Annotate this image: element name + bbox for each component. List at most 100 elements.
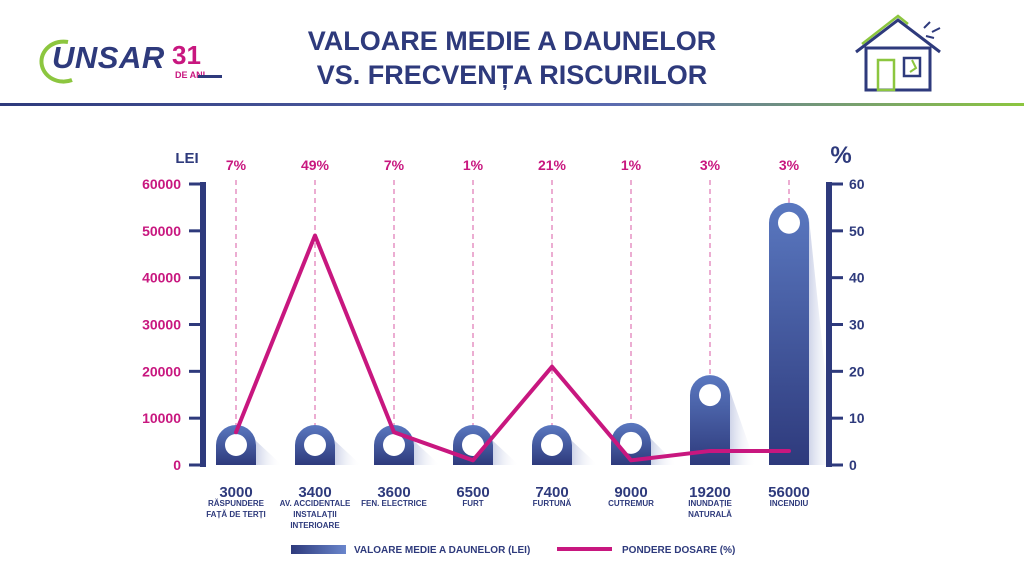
- header-divider: [0, 103, 1024, 106]
- pondere-point: [629, 458, 633, 462]
- bar-cap-circle: [699, 384, 721, 407]
- logo-anniversary-number: 31: [172, 40, 201, 70]
- left-tick-label: 0: [173, 457, 181, 473]
- legend-bar-swatch: [291, 545, 346, 554]
- bar-value-label: 56000: [768, 484, 810, 501]
- right-tick-mark: [831, 276, 843, 280]
- pondere-value-label: 3%: [700, 157, 721, 173]
- pondere-value-label: 7%: [226, 157, 247, 173]
- bar-value-label: 9000: [614, 484, 647, 501]
- pondere-point: [550, 365, 554, 369]
- left-tick-label: 20000: [142, 363, 181, 379]
- left-tick-mark: [189, 182, 201, 186]
- header: UNSAR 31 DE ANI VALOARE MEDIE A DAUNELOR…: [0, 0, 1024, 106]
- pondere-point: [471, 458, 475, 462]
- bar-cap-circle: [541, 434, 563, 456]
- pondere-value-label: 21%: [538, 157, 567, 173]
- logo-anniversary-suffix: DE ANI: [175, 70, 206, 80]
- category-label: INCENDIU: [770, 499, 809, 508]
- category-label: FEN. ELECTRICE: [361, 499, 427, 508]
- pondere-point: [708, 449, 712, 453]
- bar-value-label: 3400: [298, 484, 331, 501]
- legend-bar-label: VALOARE MEDIE A DAUNELOR (LEI): [354, 545, 530, 556]
- right-tick-mark: [831, 416, 843, 420]
- pondere-point: [787, 449, 791, 453]
- pondere-point: [392, 430, 396, 434]
- pondere-value-label: 7%: [384, 157, 405, 173]
- left-tick-mark: [189, 276, 201, 280]
- pondere-value-label: 1%: [621, 157, 642, 173]
- left-tick-mark: [189, 416, 201, 420]
- bar-cap-circle: [462, 434, 484, 456]
- unsar-logo: UNSAR 31 DE ANI: [38, 36, 228, 86]
- category-label: RĂSPUNDERE: [208, 499, 265, 508]
- legend-line-label: PONDERE DOSARE (%): [622, 545, 735, 556]
- bar-shadow: [256, 441, 282, 465]
- category-label: INTERIOARE: [290, 521, 340, 530]
- category-label: FURT: [462, 499, 483, 508]
- bar-cap-circle: [225, 434, 247, 456]
- pondere-line: [234, 233, 791, 463]
- bar-cap-circle: [620, 431, 642, 454]
- bar-shadow: [414, 441, 440, 465]
- right-tick-mark: [831, 369, 843, 373]
- right-tick-mark: [831, 463, 843, 467]
- left-tick-label: 60000: [142, 176, 181, 192]
- bar-shadow: [730, 391, 756, 465]
- bar-shadow: [493, 441, 519, 465]
- category-label: FURTUNĂ: [533, 499, 572, 508]
- left-tick-mark: [189, 369, 201, 373]
- pondere-value-label: 1%: [463, 157, 484, 173]
- left-tick-label: 40000: [142, 270, 181, 286]
- left-tick-mark: [189, 463, 201, 467]
- category-label: INSTALAȚII: [293, 510, 336, 519]
- category-label: NATURALĂ: [688, 510, 732, 519]
- house-damage-icon: [855, 14, 941, 92]
- category-label: FAȚĂ DE TERȚI: [206, 510, 266, 519]
- left-tick-mark: [189, 323, 201, 326]
- left-axis-label: LEI: [175, 150, 198, 167]
- right-tick-mark: [831, 323, 843, 326]
- category-label: AV. ACCIDENTALE: [280, 499, 351, 508]
- legend-line-swatch: [557, 547, 612, 551]
- right-tick-mark: [831, 182, 843, 186]
- right-tick-label: 50: [849, 223, 865, 239]
- right-tick-label: 0: [849, 457, 857, 473]
- bar-shadow: [651, 438, 677, 465]
- logo-underline-icon: [198, 75, 222, 78]
- bar-value-label: 3600: [377, 484, 410, 501]
- right-tick-label: 20: [849, 363, 865, 379]
- right-tick-label: 30: [849, 317, 865, 333]
- pondere-value-label: 49%: [301, 157, 330, 173]
- bar-cap-circle: [304, 434, 326, 456]
- right-tick-label: 10: [849, 410, 865, 426]
- right-tick-label: 40: [849, 270, 865, 286]
- right-axis-line: [826, 182, 832, 467]
- bar-value-label: 3000: [219, 484, 252, 501]
- title-line-1: VALOARE MEDIE A DAUNELOR: [307, 26, 717, 56]
- left-tick-label: 10000: [142, 410, 181, 426]
- left-axis-line: [200, 182, 206, 467]
- bar-value-label: 6500: [456, 484, 489, 501]
- bar-value-label: 7400: [535, 484, 568, 501]
- title-line-2: VS. FRECVENȚA RISCURILOR: [316, 60, 708, 90]
- bar-shadow: [335, 441, 361, 465]
- left-tick-mark: [189, 229, 201, 233]
- right-axis-label: %: [830, 142, 851, 169]
- right-tick-label: 60: [849, 176, 865, 192]
- left-tick-label: 50000: [142, 223, 181, 239]
- bar-cap-circle: [383, 434, 405, 456]
- category-label: CUTREMUR: [608, 499, 654, 508]
- right-tick-mark: [831, 229, 843, 233]
- pondere-point: [234, 430, 238, 434]
- left-tick-label: 30000: [142, 317, 181, 333]
- logo-brand: UNSAR: [52, 40, 165, 75]
- logo-swoosh-icon: [39, 39, 73, 84]
- bar-shadow: [572, 441, 598, 465]
- pondere-value-label: 3%: [779, 157, 800, 173]
- bar-cap-circle: [778, 211, 800, 234]
- category-label: INUNDAȚIE: [688, 499, 732, 508]
- bar: [769, 202, 809, 465]
- pondere-point: [313, 234, 317, 238]
